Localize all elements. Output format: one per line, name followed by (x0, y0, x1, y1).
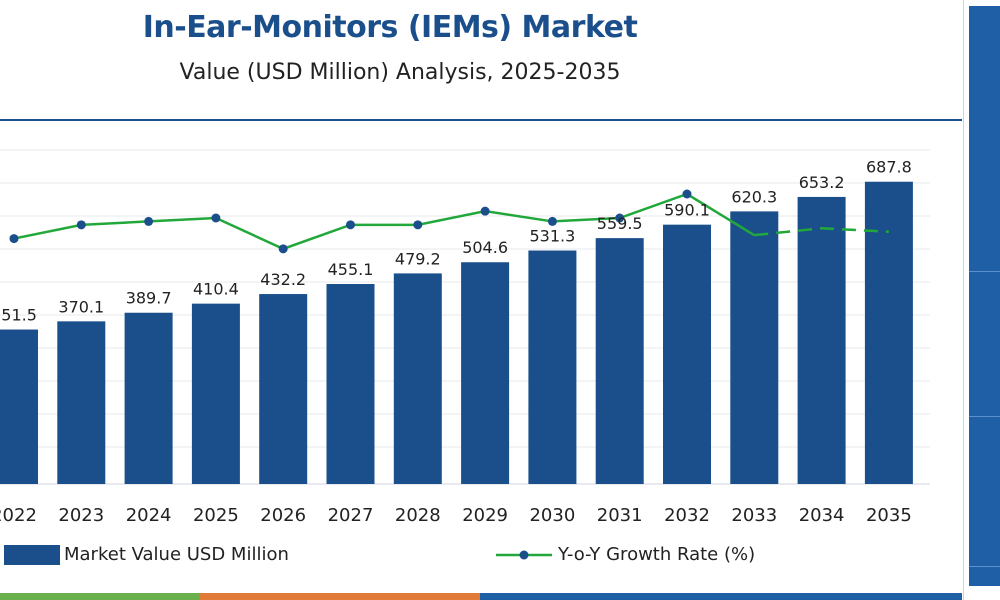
growth-line-actual (13, 192, 755, 251)
legend-bar-label: Market Value USD Million (64, 544, 289, 565)
value-label-2032: 590.1 (664, 201, 710, 220)
bar-2034 (797, 196, 846, 484)
bar-2028 (393, 273, 442, 484)
value-label-2033: 620.3 (731, 187, 777, 206)
x-axis-ticks: 2022 2023 2024 2025 2026 2027 2028 2029 2030 2031… (0, 505, 912, 526)
x-tick-2030: 2030 (529, 505, 575, 526)
bar-2025 (191, 303, 240, 484)
growth-line-projected (754, 227, 889, 237)
bar-2029 (461, 262, 510, 484)
bar-2030 (528, 250, 577, 484)
growth-point-2031 (615, 213, 625, 223)
value-label-2023: 370.1 (58, 297, 104, 316)
x-tick-2031: 2031 (597, 505, 643, 526)
x-tick-2029: 2029 (462, 505, 508, 526)
side-panel (963, 0, 1000, 600)
growth-point-2030 (547, 216, 557, 226)
bar-2023 (57, 321, 106, 484)
footer-stripe-blue (480, 593, 962, 600)
value-label-2025: 410.4 (193, 280, 239, 299)
header-divider (0, 119, 962, 121)
x-tick-2026: 2026 (260, 505, 306, 526)
growth-point-2028 (413, 220, 423, 230)
x-tick-2024: 2024 (126, 505, 172, 526)
growth-point-2024 (144, 216, 154, 226)
growth-point-2032 (682, 189, 692, 199)
value-label-2028: 479.2 (395, 249, 441, 268)
growth-point-2026 (278, 244, 288, 254)
value-label-2034: 653.2 (799, 173, 845, 192)
data-labels: 351.5 370.1 389.7 410.4 432.2 455.1 479.2 504.6… (0, 158, 912, 325)
x-tick-2035: 2035 (866, 505, 912, 526)
growth-point-2025 (211, 213, 221, 223)
value-label-2035: 687.8 (866, 158, 912, 177)
bar-2035 (864, 181, 913, 485)
value-label-2022: 351.5 (0, 306, 37, 325)
growth-point-2027 (346, 220, 355, 230)
value-label-2031: 559.5 (597, 214, 643, 233)
footer-stripe-green (0, 593, 200, 600)
bar-2031 (595, 238, 644, 484)
x-tick-2032: 2032 (664, 505, 710, 526)
x-tick-2027: 2027 (328, 505, 374, 526)
market-chart: 351.5 370.1 389.7 410.4 432.2 455.1 479.2 504.6… (0, 149, 930, 526)
bar-2033 (730, 211, 779, 484)
growth-point-2023 (76, 220, 86, 230)
value-label-2029: 504.6 (462, 238, 508, 257)
x-tick-2033: 2033 (731, 505, 777, 526)
bar-2024 (124, 312, 173, 484)
bar-2026 (259, 294, 308, 484)
x-tick-2023: 2023 (58, 505, 104, 526)
x-tick-2022: 2022 (0, 505, 37, 526)
growth-line-series (9, 189, 889, 254)
chart-subtitle: Value (USD Million) Analysis, 2025-2035 (179, 60, 621, 85)
side-panel-graphic (969, 6, 1000, 586)
bar-2032 (663, 224, 711, 485)
bar-2027 (326, 283, 375, 484)
legend-bar-swatch (4, 545, 60, 565)
legend-line-swatch (496, 550, 552, 560)
growth-point-2029 (480, 206, 490, 216)
value-label-2024: 389.7 (126, 289, 172, 308)
chart-title: In-Ear-Monitors (IEMs) Market (142, 10, 638, 45)
value-label-2027: 455.1 (328, 260, 374, 279)
bar-2022 (0, 329, 38, 484)
x-tick-2025: 2025 (193, 505, 239, 526)
value-label-2026: 432.2 (260, 270, 306, 289)
x-tick-2028: 2028 (395, 505, 441, 526)
x-tick-2034: 2034 (799, 505, 845, 526)
bar-series (0, 181, 913, 485)
growth-point-2022 (9, 234, 19, 244)
legend-line-label: Y-o-Y Growth Rate (%) (558, 544, 756, 565)
value-label-2030: 531.3 (529, 227, 575, 246)
footer-stripe-orange (200, 593, 480, 600)
